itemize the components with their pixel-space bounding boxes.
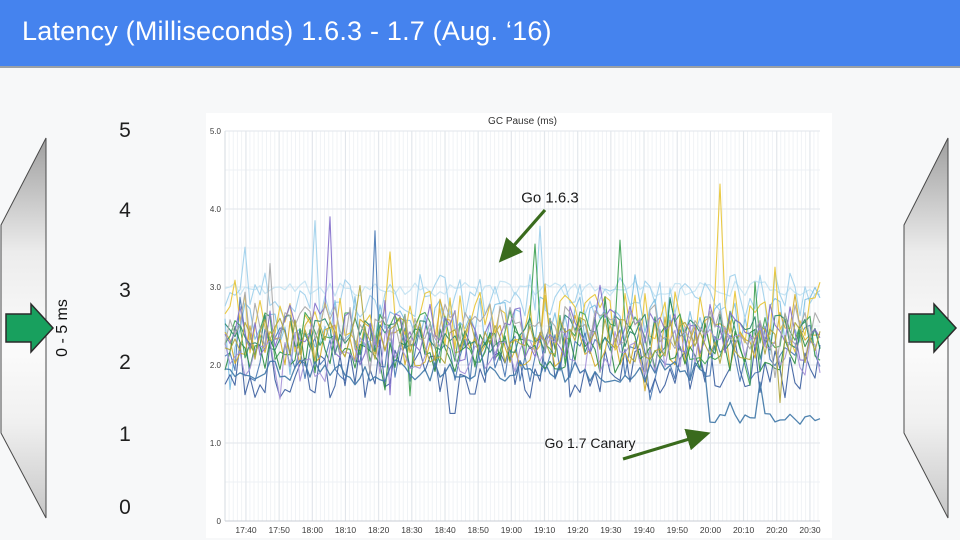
annotation-go17canary: Go 1.7 Canary — [544, 435, 636, 451]
scale-tick-1: 1 — [119, 423, 131, 446]
x-tick-label: 20:30 — [799, 525, 821, 535]
y-tick-label: 0 — [217, 517, 222, 526]
chart-title: GC Pause (ms) — [488, 116, 557, 127]
x-tick-label: 18:40 — [434, 525, 456, 535]
left-panel-shape — [0, 137, 47, 519]
series-line-go-1.7-canary — [224, 345, 821, 425]
x-tick-label: 17:40 — [235, 525, 257, 535]
right-green-arrow-icon — [908, 302, 958, 354]
left-scale-unit-label: 0 - 5 ms — [54, 299, 71, 357]
title-bar: Latency (Milliseconds) 1.6.3 - 1.7 (Aug.… — [0, 0, 960, 68]
x-tick-label: 18:00 — [302, 525, 324, 535]
annotation-go163: Go 1.6.3 — [521, 189, 579, 207]
x-tick-label: 19:50 — [667, 525, 689, 535]
x-tick-label: 19:30 — [600, 525, 622, 535]
series-line-gray — [224, 263, 821, 379]
x-tick-label: 17:50 — [269, 525, 291, 535]
x-tick-label: 18:20 — [368, 525, 390, 535]
gc-pause-chart: GC Pause (ms) 5.0 4.0 3.0 2.0 1.0 0 17:40 17:50… — [206, 113, 832, 538]
series-line-steel-blue — [224, 230, 821, 401]
series-line-olive — [224, 284, 821, 404]
x-tick-label: 18:10 — [335, 525, 357, 535]
slide-title: Latency (Milliseconds) 1.6.3 - 1.7 (Aug.… — [22, 16, 552, 46]
annotation-arrow-0 — [498, 208, 547, 263]
chart-plot-area: 5.0 4.0 3.0 2.0 1.0 0 17:40 17:50 18:00 18:10 18:2… — [210, 127, 821, 535]
series-line-pale-cyan — [224, 280, 821, 297]
series-line-sky — [224, 274, 821, 391]
x-tick-label: 18:50 — [468, 525, 490, 535]
scale-tick-2: 2 — [119, 351, 131, 374]
scale-tick-4: 4 — [119, 199, 131, 222]
scale-tick-5: 5 — [119, 119, 131, 142]
x-tick-label: 19:40 — [633, 525, 655, 535]
right-panel-shape — [903, 137, 949, 519]
x-tick-label: 19:00 — [501, 525, 523, 535]
y-tick-label: 1.0 — [210, 439, 222, 448]
x-tick-label: 19:20 — [567, 525, 589, 535]
x-tick-label: 20:20 — [766, 525, 788, 535]
left-green-arrow-icon — [5, 302, 55, 354]
x-tick-label: 20:10 — [733, 525, 755, 535]
y-tick-label: 5.0 — [210, 127, 222, 136]
y-tick-label: 3.0 — [210, 283, 222, 292]
annotation-arrows — [498, 208, 711, 461]
y-tick-label: 4.0 — [210, 205, 222, 214]
scale-tick-0: 0 — [119, 496, 131, 519]
x-tick-label: 18:30 — [401, 525, 423, 535]
annotation-arrow-1 — [622, 428, 711, 461]
x-tick-label: 19:10 — [534, 525, 556, 535]
series-line-navy — [224, 325, 821, 414]
series-line-violet — [224, 322, 821, 400]
y-tick-label: 2.0 — [210, 361, 222, 370]
x-tick-label: 20:00 — [700, 525, 722, 535]
scale-tick-3: 3 — [119, 279, 131, 302]
